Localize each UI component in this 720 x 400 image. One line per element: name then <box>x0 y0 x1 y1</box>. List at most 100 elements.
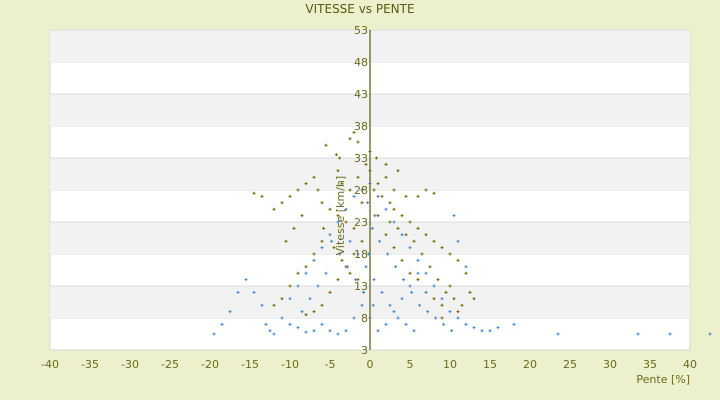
data-point <box>668 332 672 336</box>
x-tick-label: -40 <box>41 358 59 371</box>
data-point <box>364 162 368 166</box>
data-point <box>212 332 216 336</box>
data-point <box>312 258 316 262</box>
data-point <box>384 175 388 179</box>
data-point <box>384 162 388 166</box>
data-point <box>260 303 264 307</box>
y-tick-label: 48 <box>354 56 368 69</box>
data-point <box>366 201 370 205</box>
data-point <box>408 271 412 275</box>
data-point <box>324 271 328 275</box>
data-point <box>296 271 300 275</box>
data-point <box>436 278 440 282</box>
x-tick-label: 20 <box>523 358 537 371</box>
data-point <box>384 207 388 211</box>
y-tick-label: 13 <box>354 280 368 293</box>
x-tick-label: -35 <box>81 358 99 371</box>
data-point <box>384 233 388 237</box>
data-point <box>312 252 316 256</box>
data-point <box>304 313 308 317</box>
data-point <box>324 143 328 147</box>
data-point <box>376 194 380 198</box>
data-point <box>416 194 420 198</box>
data-point <box>236 290 240 294</box>
x-tick-label: 0 <box>367 358 374 371</box>
data-point <box>352 316 356 320</box>
data-point <box>434 316 438 320</box>
data-point <box>320 239 324 243</box>
data-point <box>356 175 360 179</box>
data-point <box>392 188 396 192</box>
data-point <box>272 207 276 211</box>
data-point <box>304 265 308 269</box>
data-point <box>332 246 336 250</box>
x-tick-label: 35 <box>643 358 657 371</box>
data-point <box>300 310 304 314</box>
data-point <box>370 226 374 230</box>
data-point <box>456 310 460 314</box>
data-point <box>408 220 412 224</box>
data-point <box>304 330 308 334</box>
data-point <box>220 322 224 326</box>
data-point <box>456 239 460 243</box>
data-point <box>392 207 396 211</box>
data-point <box>288 322 292 326</box>
data-point <box>432 239 436 243</box>
data-point <box>328 233 332 237</box>
data-point <box>444 290 448 294</box>
data-point <box>440 297 444 301</box>
data-point <box>426 310 430 314</box>
data-point <box>352 252 356 256</box>
data-point <box>316 188 320 192</box>
data-point <box>386 252 390 256</box>
data-point <box>344 220 348 224</box>
data-point <box>272 332 276 336</box>
data-point <box>344 207 348 211</box>
x-tick-label: 5 <box>407 358 414 371</box>
data-point <box>464 322 468 326</box>
data-point <box>284 239 288 243</box>
data-point <box>348 137 352 141</box>
x-tick-label: 15 <box>483 358 497 371</box>
data-point <box>228 310 232 314</box>
x-tick-label: -15 <box>241 358 259 371</box>
data-point <box>308 297 312 301</box>
data-point <box>472 297 476 301</box>
y-tick-label: 53 <box>354 24 368 37</box>
data-point <box>456 316 460 320</box>
data-point <box>488 329 492 333</box>
data-point <box>300 214 304 218</box>
data-point <box>394 265 398 269</box>
data-point <box>400 214 404 218</box>
data-point <box>378 239 382 243</box>
data-point <box>280 201 284 205</box>
data-point <box>416 271 420 275</box>
data-point <box>468 290 472 294</box>
data-point <box>408 284 412 288</box>
y-tick-label: 3 <box>361 344 368 357</box>
data-point <box>304 271 308 275</box>
x-tick-label: -20 <box>201 358 219 371</box>
data-point <box>374 156 378 160</box>
data-point <box>424 271 428 275</box>
data-point <box>450 329 454 333</box>
data-point <box>372 278 376 282</box>
data-point <box>320 201 324 205</box>
data-point <box>410 290 414 294</box>
data-point <box>348 271 352 275</box>
data-point <box>448 284 452 288</box>
data-point <box>432 284 436 288</box>
data-point <box>464 265 468 269</box>
y-tick-label: 33 <box>354 152 368 165</box>
data-point <box>456 258 460 262</box>
data-point <box>372 188 376 192</box>
data-point <box>336 332 340 336</box>
data-point <box>328 207 332 211</box>
data-point <box>380 194 384 198</box>
data-point <box>360 239 364 243</box>
data-point <box>354 278 358 282</box>
data-point <box>338 156 342 160</box>
data-point <box>400 297 404 301</box>
data-point <box>400 233 404 237</box>
